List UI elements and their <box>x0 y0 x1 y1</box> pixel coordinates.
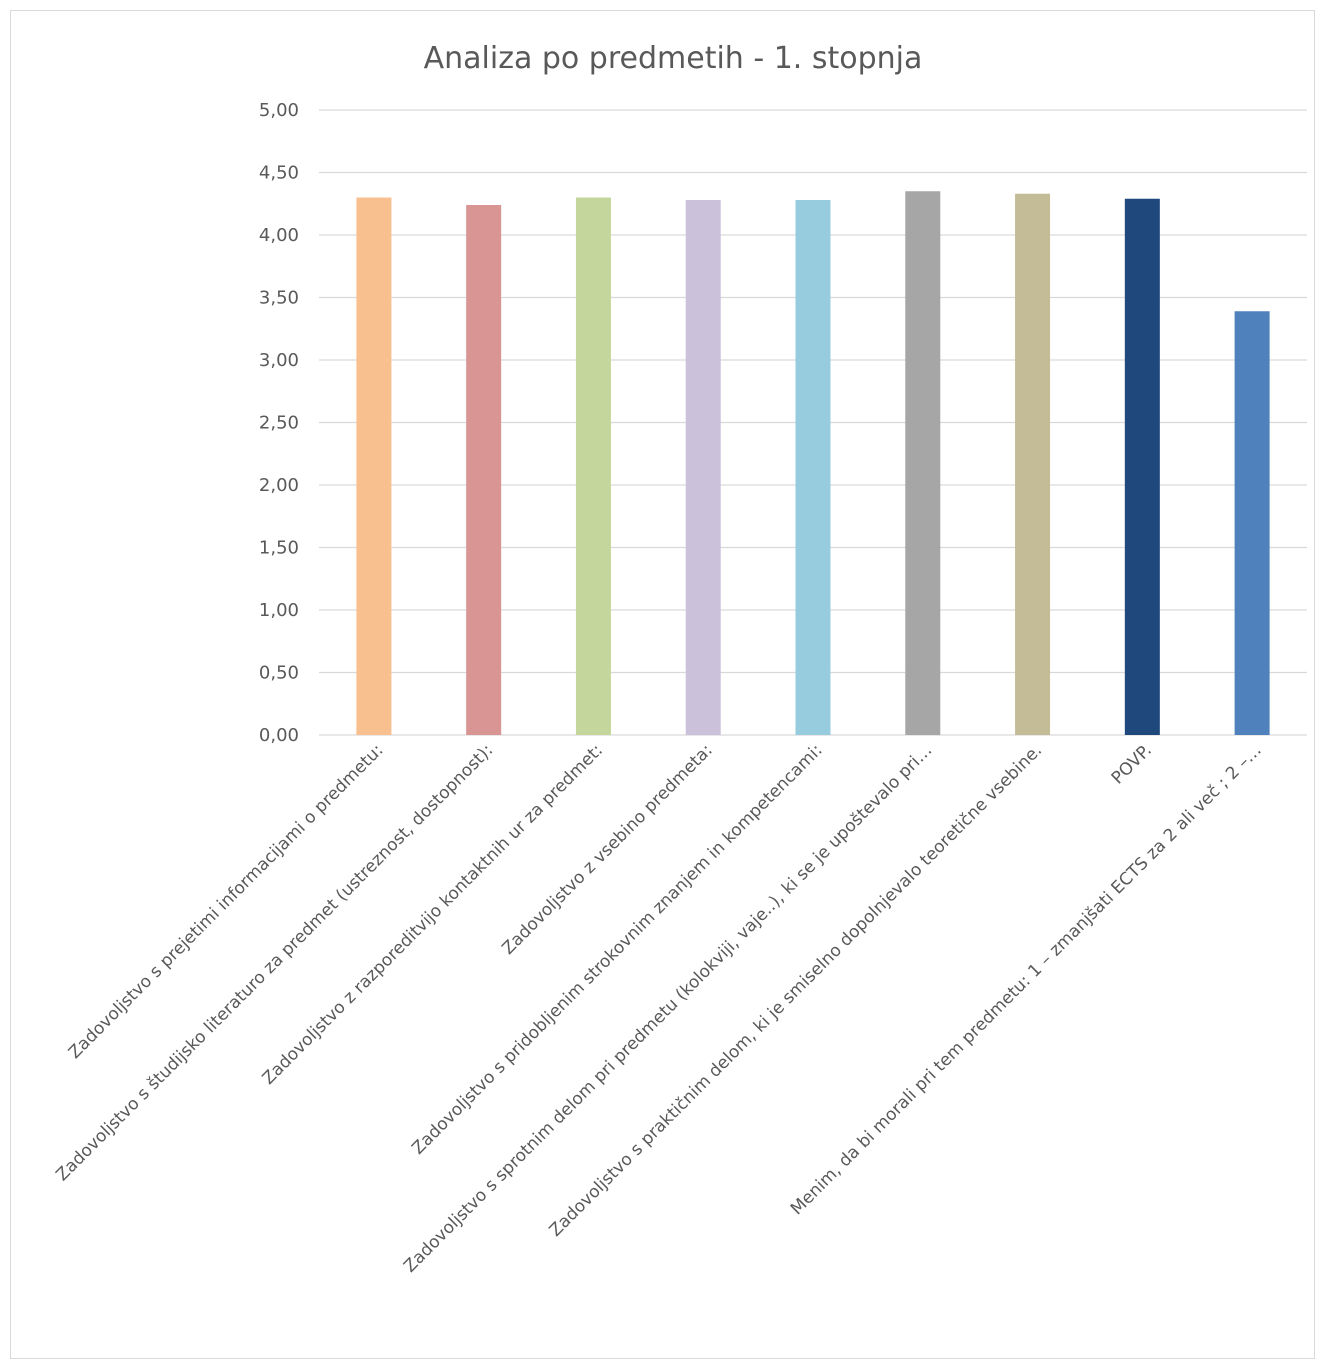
x-category-label: Zadovoljstvo s pridobljenim strokovnim z… <box>408 740 826 1158</box>
y-tick-label: 3,00 <box>259 350 299 371</box>
x-category-label: Zadovoljstvo s študijsko literaturo za p… <box>52 740 497 1185</box>
x-axis-category-labels: Zadovoljstvo s prejetimi informacijami o… <box>52 740 1265 1276</box>
y-tick-label: 2,50 <box>259 413 299 434</box>
y-tick-label: 1,00 <box>259 600 299 621</box>
y-tick-label: 3,50 <box>259 288 299 309</box>
bar <box>905 191 941 735</box>
y-tick-label: 0,00 <box>259 725 299 746</box>
y-tick-label: 4,00 <box>259 225 299 246</box>
bar <box>1124 198 1160 735</box>
y-tick-label: 4,50 <box>259 163 299 184</box>
chart-title: Analiza po predmetih - 1. stopnja <box>424 41 923 76</box>
bar <box>575 197 611 735</box>
bars <box>356 191 1270 735</box>
bar <box>795 200 831 735</box>
x-category-label: Zadovoljstvo z vsebino predmeta: <box>498 740 716 958</box>
x-category-label: Zadovoljstvo s praktičnim delom, ki je s… <box>546 740 1046 1240</box>
chart-area: Analiza po predmetih - 1. stopnja 0,00 0,… <box>10 10 1315 1359</box>
bar <box>466 205 502 735</box>
bar <box>1015 193 1051 735</box>
y-tick-label: 1,50 <box>259 538 299 559</box>
bar <box>1234 311 1270 735</box>
bar <box>356 197 392 735</box>
y-tick-label: 2,00 <box>259 475 299 496</box>
y-tick-label: 0,50 <box>259 663 299 684</box>
y-tick-label: 5,00 <box>259 100 299 121</box>
bar <box>685 200 721 735</box>
x-category-label: POVP. <box>1108 740 1156 788</box>
y-axis-tick-labels: 0,00 0,50 1,00 1,50 2,00 2,50 3,00 3,50 4,00 4,50… <box>259 100 299 746</box>
bar-chart: Analiza po predmetih - 1. stopnja 0,000,… <box>52 41 1307 1277</box>
x-category-label: Zadovoljstvo s sprotnim delom pri predme… <box>400 740 936 1276</box>
